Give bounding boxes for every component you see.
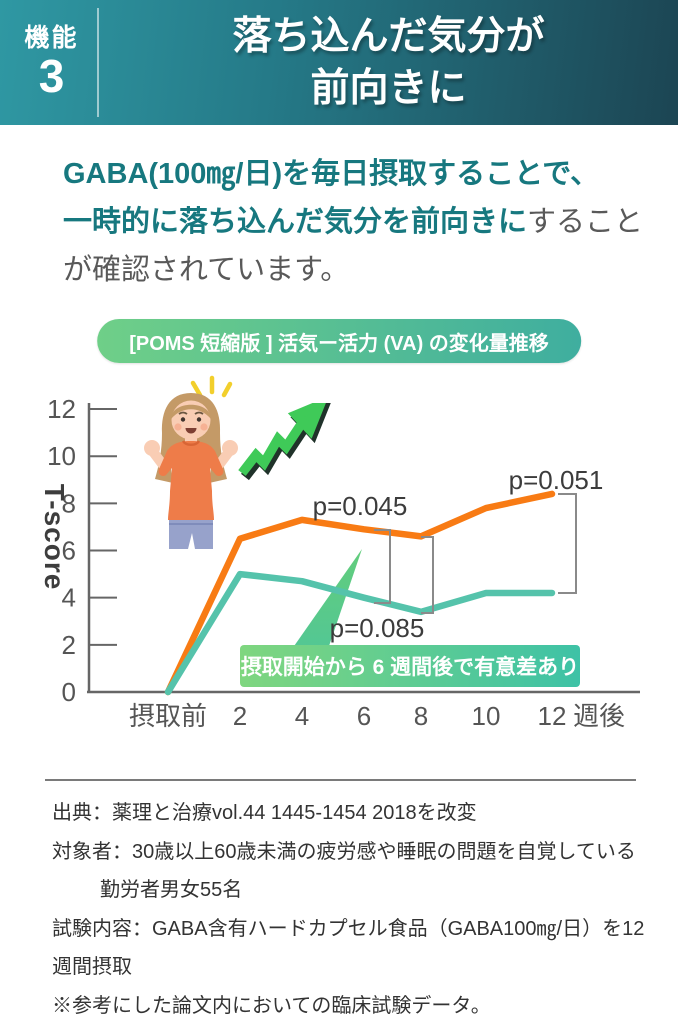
cheering-woman-illustration [144, 375, 238, 549]
source-notes: 出典：薬理と治療vol.44 1445-1454 2018を改変 対象者：30歳… [52, 794, 652, 1025]
header-banner: 機能 3 落ち込んだ気分が 前向きに [0, 0, 678, 125]
callout-box [240, 645, 580, 687]
series-teal-line [164, 570, 556, 696]
function-badge: 機能 3 [0, 0, 97, 125]
y-tick-label: 2 [62, 630, 76, 660]
page-title: 落ち込んだ気分が 前向きに [99, 0, 678, 125]
function-badge-label: 機能 [24, 23, 79, 52]
footer-divider [45, 779, 636, 781]
x-tick-label: 12 [538, 701, 567, 731]
significance-bracket [558, 493, 577, 594]
series-orange-line [164, 490, 556, 696]
x-axis-suffix: 週後 [573, 701, 625, 731]
note-disclaimer: ※参考にした論文内においての臨床試験データ。 [52, 994, 491, 1017]
intro-line3: が確認されています。 [63, 254, 350, 286]
intro-line1: GABA(100㎎/日)を毎日摂取することで、 [63, 158, 600, 190]
x-tick-label: 摂取前 [129, 701, 207, 731]
note-subjects-2: 勤労者男女55名 [100, 879, 243, 901]
x-tick-label: 8 [414, 701, 428, 731]
line-chart: 摂取開始から 6 週間後で有意差あり 0 2 4 6 8 10 12 T-score 摂取前 2 4 6… [39, 394, 640, 731]
page-title-line2: 前向きに [310, 66, 467, 110]
x-tick-label: 10 [472, 701, 501, 731]
y-tick-label: 6 [62, 536, 76, 566]
y-tick-label: 4 [62, 583, 76, 613]
p-value-label: p=0.051 [509, 465, 604, 495]
callout-pointer [292, 549, 362, 649]
callout-text: 摂取開始から 6 週間後で有意差あり [241, 655, 579, 679]
significance-bracket [374, 529, 391, 604]
upward-trend-arrow-icon [238, 403, 331, 481]
significance-bracket [421, 536, 434, 614]
y-tick-label: 12 [47, 394, 76, 424]
note-subjects: 対象者：30歳以上60歳未満の疲労感や睡眠の問題を自覚している [52, 840, 636, 863]
sparkle-icon [190, 375, 233, 398]
intro-paragraph: GABA(100㎎/日)を毎日摂取することで、 一時的に落ち込んだ気分を前向きに… [63, 150, 643, 294]
x-tick-label: 6 [357, 701, 371, 731]
x-tick-label: 2 [233, 701, 247, 731]
header-divider [97, 8, 99, 117]
y-tick-label: 0 [62, 677, 76, 707]
note-method: 試験内容：GABA含有ハードカプセル食品（GABA100㎎/日）を12週間摂取 [52, 917, 645, 979]
y-axis-title: T-score [39, 484, 70, 591]
x-tick-label: 4 [295, 701, 309, 731]
p-value-label: p=0.085 [330, 613, 425, 643]
note-source: 出典：薬理と治療vol.44 1445-1454 2018を改変 [52, 802, 477, 824]
intro-line2: 一時的に落ち込んだ気分を前向きにすること [63, 206, 644, 238]
page-title-line1: 落ち込んだ気分が [232, 15, 545, 59]
function-badge-number: 3 [38, 50, 65, 103]
y-tick-label: 8 [62, 488, 76, 518]
chart-title-badge: [POMS 短縮版 ] 活気ー活力 (VA) の変化量推移 [97, 319, 581, 363]
y-tick-label: 10 [47, 441, 76, 471]
p-value-label: p=0.045 [313, 491, 408, 521]
